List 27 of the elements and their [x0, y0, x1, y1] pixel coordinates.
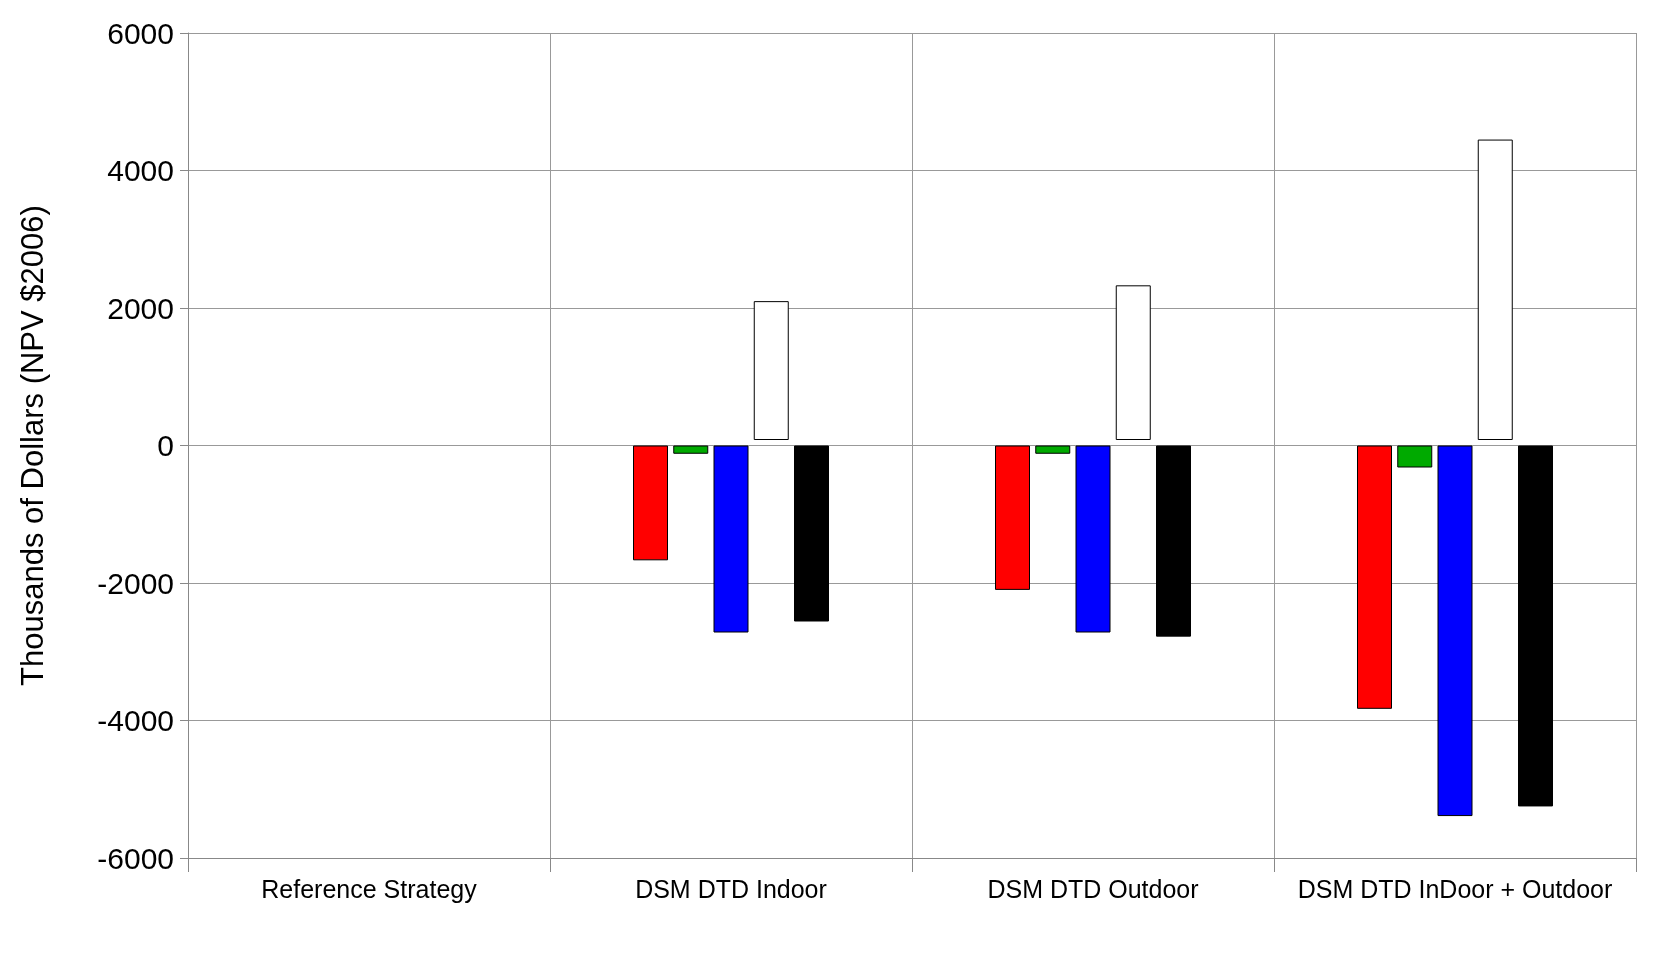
- y-tick-label: 0: [157, 429, 174, 462]
- bar: [1437, 445, 1473, 817]
- bar: [1115, 285, 1151, 440]
- bar: [713, 445, 749, 633]
- bar: [1477, 139, 1513, 440]
- bar: [995, 445, 1030, 590]
- bar: [1397, 445, 1433, 468]
- bar: [1156, 445, 1191, 637]
- bar: [633, 445, 668, 561]
- bar: [794, 445, 829, 622]
- y-tick-label: 6000: [107, 16, 174, 50]
- bar: [1357, 445, 1392, 709]
- bar: [1075, 445, 1111, 633]
- x-tick-label: DSM DTD Indoor: [635, 874, 827, 903]
- x-tick-label: Reference Strategy: [261, 874, 478, 903]
- x-tick-label: DSM DTD InDoor + Outdoor: [1297, 874, 1613, 903]
- y-tick-label: 2000: [107, 291, 174, 325]
- bar: [673, 445, 709, 454]
- y-tick-label: -6000: [97, 841, 174, 875]
- bar: [1035, 445, 1071, 454]
- y-axis-title: Thousands of Dollars (NPV $2006): [15, 205, 50, 686]
- x-tick-label: DSM DTD Outdoor: [987, 874, 1199, 903]
- y-tick-label: -4000: [97, 704, 174, 737]
- y-tick-label: 4000: [107, 154, 174, 187]
- bar: [753, 301, 789, 440]
- y-tick-label: -2000: [97, 566, 174, 600]
- bar: [1518, 445, 1553, 807]
